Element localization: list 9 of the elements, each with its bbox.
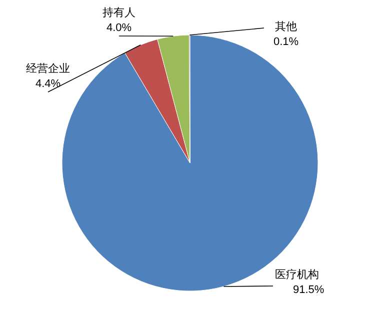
data-label: 0.1% (273, 36, 299, 48)
slice-label: 医疗机构 (275, 268, 319, 281)
data-label: 91.5% (293, 284, 324, 296)
slice-label: 持有人 (102, 6, 136, 19)
data-label: 4.0% (106, 22, 132, 34)
slice-label: 其他 (275, 20, 297, 33)
data-label: 4.4% (35, 78, 61, 90)
slice-label: 经营企业 (26, 62, 70, 75)
pie-slice (124, 38, 190, 164)
